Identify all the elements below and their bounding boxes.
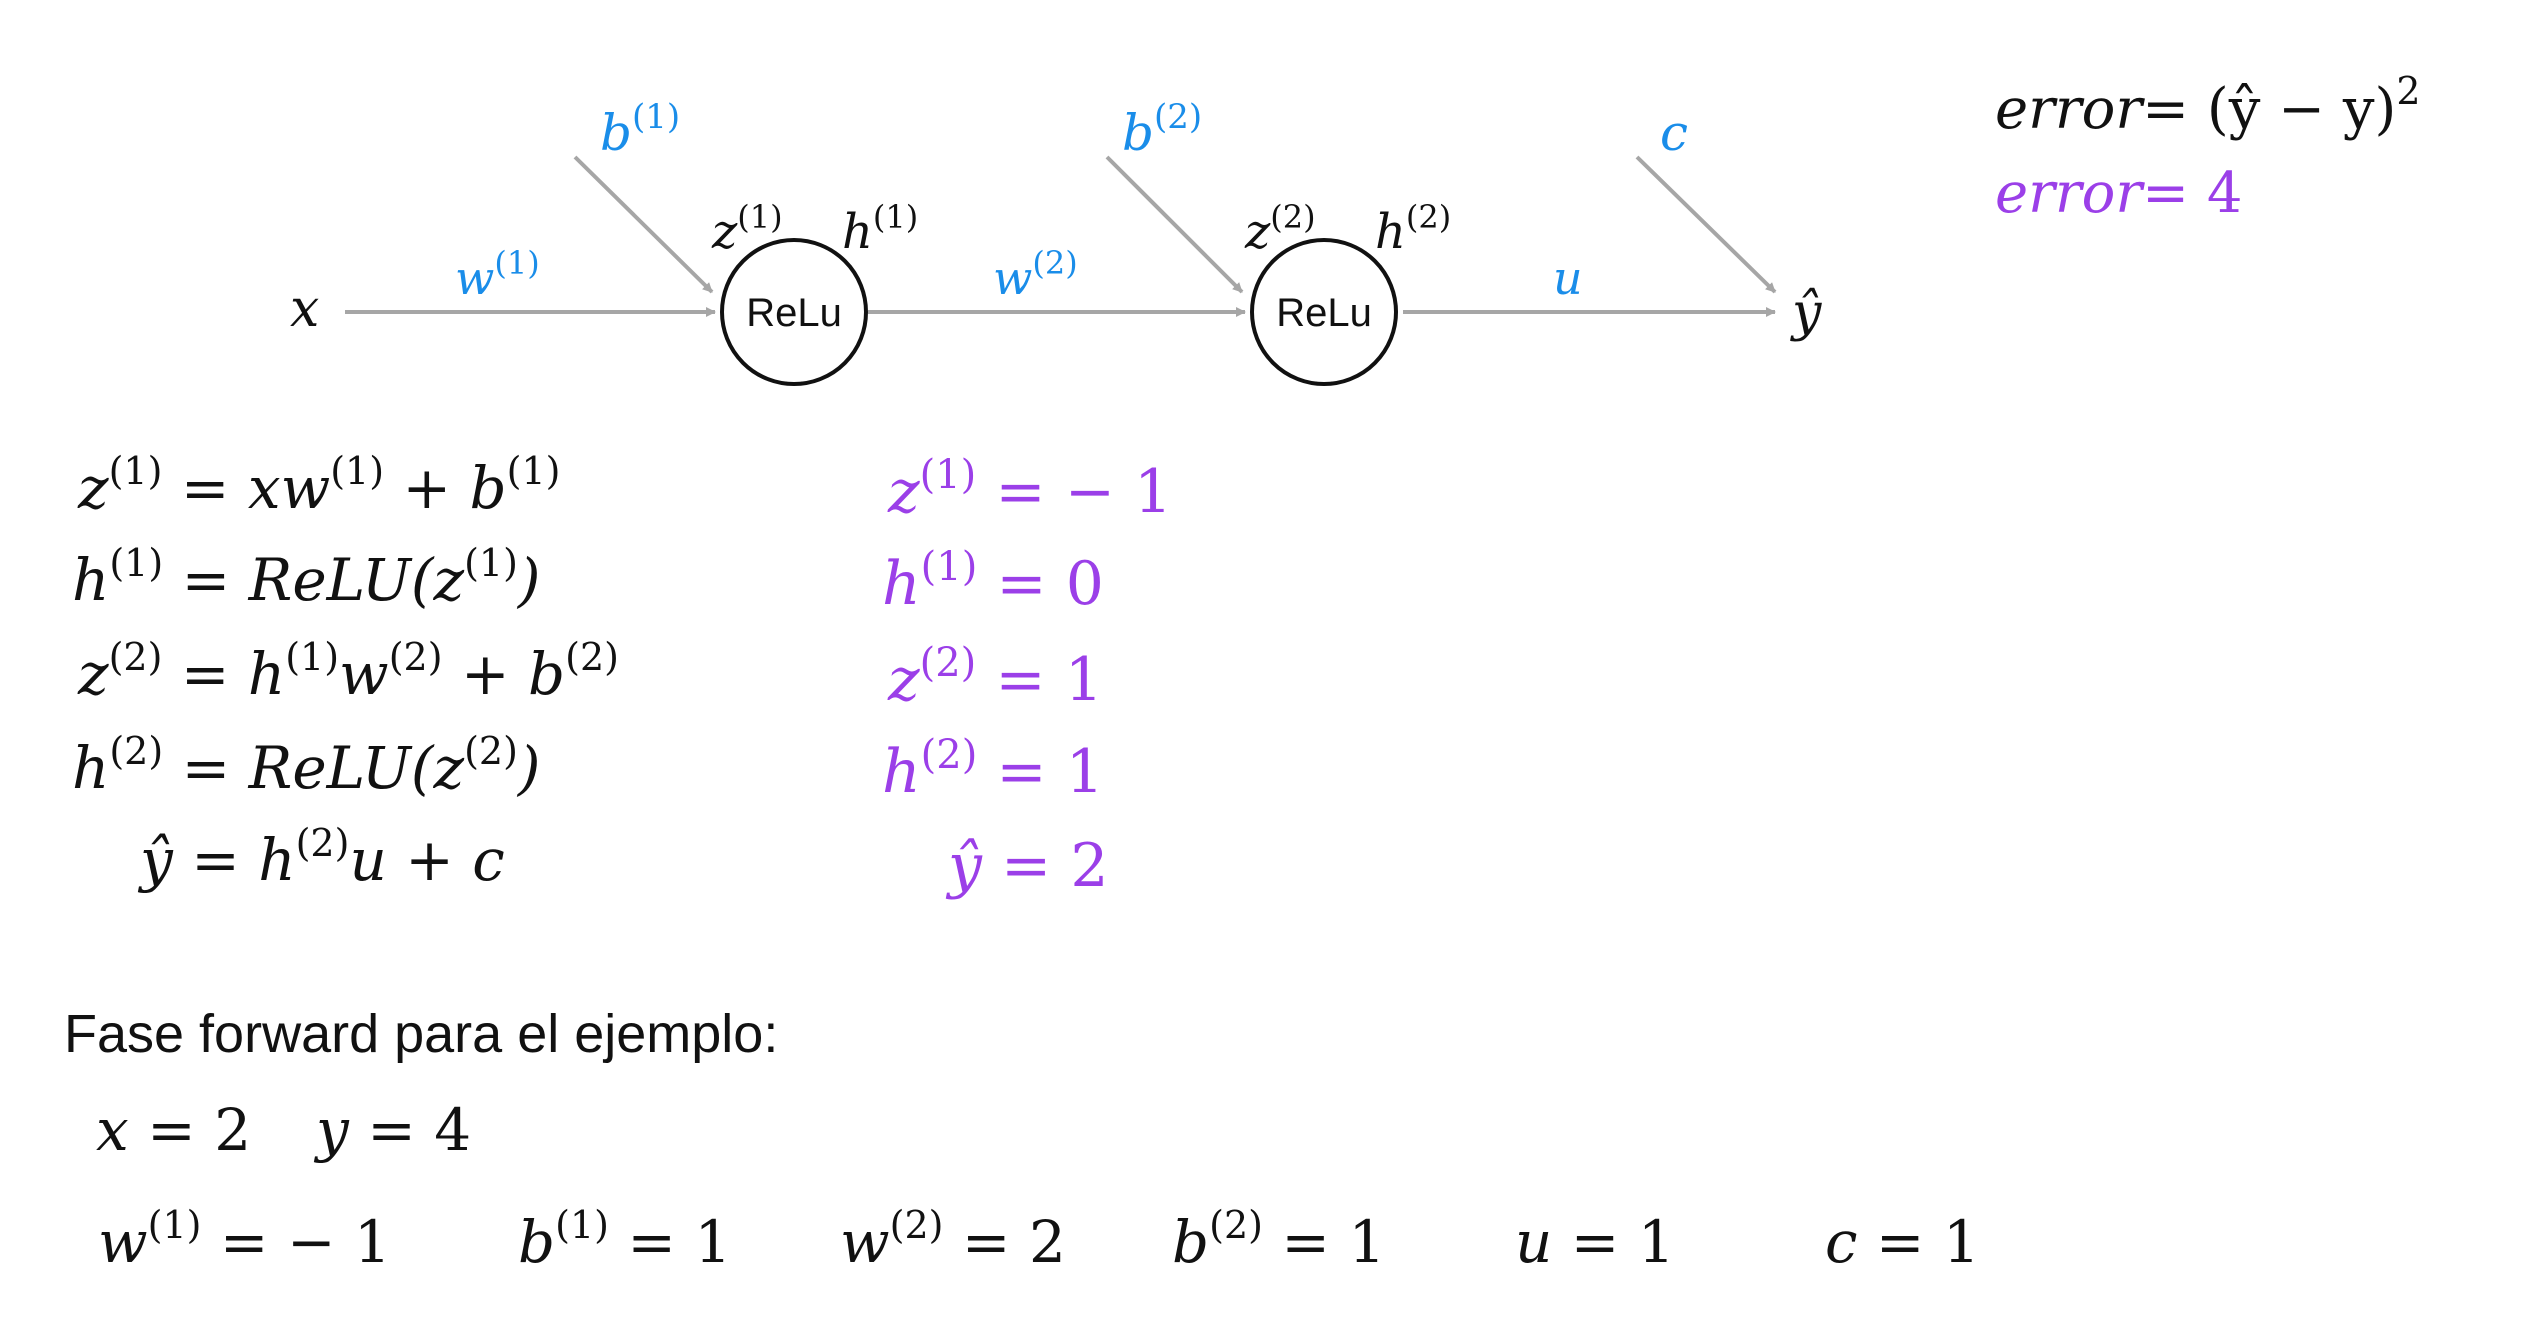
edge-c-to-output bbox=[1635, 155, 1777, 294]
forward-equations: z(1) = xw(1) + b(1) h(1) = ReLU(z(1)) z(… bbox=[72, 449, 619, 894]
example-input-x: x = 2 bbox=[96, 1096, 251, 1164]
neuron-1-node bbox=[720, 238, 868, 386]
error-block: error= (ŷ − y)2 error= 4 bbox=[1995, 69, 2421, 226]
edge-bias2-to-neuron2 bbox=[1105, 155, 1244, 294]
neuron-1-h-label: h(1) bbox=[842, 198, 918, 260]
network-diagram: ReLu ReLu x ŷ w(1) w(2) u b(1) b(2) c bbox=[290, 97, 1822, 386]
example-heading: Fase forward para el ejemplo: bbox=[64, 1004, 778, 1064]
bias-b1-label: b(1) bbox=[600, 97, 680, 162]
example-param-b1: b(1) = 1 bbox=[518, 1203, 731, 1276]
value-h1: h(1) = 0 bbox=[882, 544, 1104, 619]
neuron-2-node bbox=[1250, 238, 1398, 386]
weight-u-label: u bbox=[1553, 251, 1583, 305]
neuron-2-h-label: h(2) bbox=[1375, 198, 1451, 260]
neuron-1-z-label: z(1) bbox=[711, 198, 783, 260]
example-param-u: u = 1 bbox=[1515, 1208, 1675, 1276]
equation-z1: z(1) = xw(1) + b(1) bbox=[77, 449, 560, 522]
output-yhat-label: ŷ bbox=[1790, 283, 1822, 343]
example-param-b2: b(2) = 1 bbox=[1172, 1203, 1385, 1276]
error-formula: error= (ŷ − y)2 bbox=[1995, 69, 2421, 142]
equation-h1: h(1) = ReLU(z(1)) bbox=[72, 541, 541, 614]
bias-c-label: c bbox=[1660, 104, 1688, 162]
neuron-1-label: ReLu bbox=[746, 291, 842, 335]
value-h2: h(2) = 1 bbox=[882, 732, 1104, 807]
weight-w1-label: w(1) bbox=[455, 244, 540, 305]
neuron-2-label: ReLu bbox=[1276, 291, 1372, 335]
input-x-label: x bbox=[290, 279, 319, 339]
weight-w2-label: w(2) bbox=[993, 244, 1078, 305]
equation-h2: h(2) = ReLU(z(2)) bbox=[72, 729, 541, 802]
equation-yhat: ŷ = h(2)u + c bbox=[137, 821, 505, 894]
example-param-c: c = 1 bbox=[1825, 1208, 1980, 1276]
forward-values: z(1) = − 1 h(1) = 0 z(2) = 1 h(2) = 1 ŷ … bbox=[882, 452, 1172, 901]
example-param-w2: w(2) = 2 bbox=[840, 1203, 1066, 1276]
example-input-y: y = 4 bbox=[313, 1096, 471, 1164]
error-value: error= 4 bbox=[1995, 161, 2243, 226]
edge-bias1-to-neuron1 bbox=[573, 155, 714, 294]
bias-b2-label: b(2) bbox=[1122, 97, 1202, 162]
value-z1: z(1) = − 1 bbox=[887, 452, 1172, 527]
equation-z2: z(2) = h(1)w(2) + b(2) bbox=[77, 635, 619, 708]
example-block: Fase forward para el ejemplo: x = 2 y = … bbox=[64, 1004, 1980, 1276]
neuron-2-z-label: z(2) bbox=[1244, 198, 1316, 260]
value-z2: z(2) = 1 bbox=[887, 640, 1103, 715]
example-param-w1: w(1) = − 1 bbox=[98, 1203, 391, 1276]
value-yhat: ŷ = 2 bbox=[945, 831, 1109, 901]
